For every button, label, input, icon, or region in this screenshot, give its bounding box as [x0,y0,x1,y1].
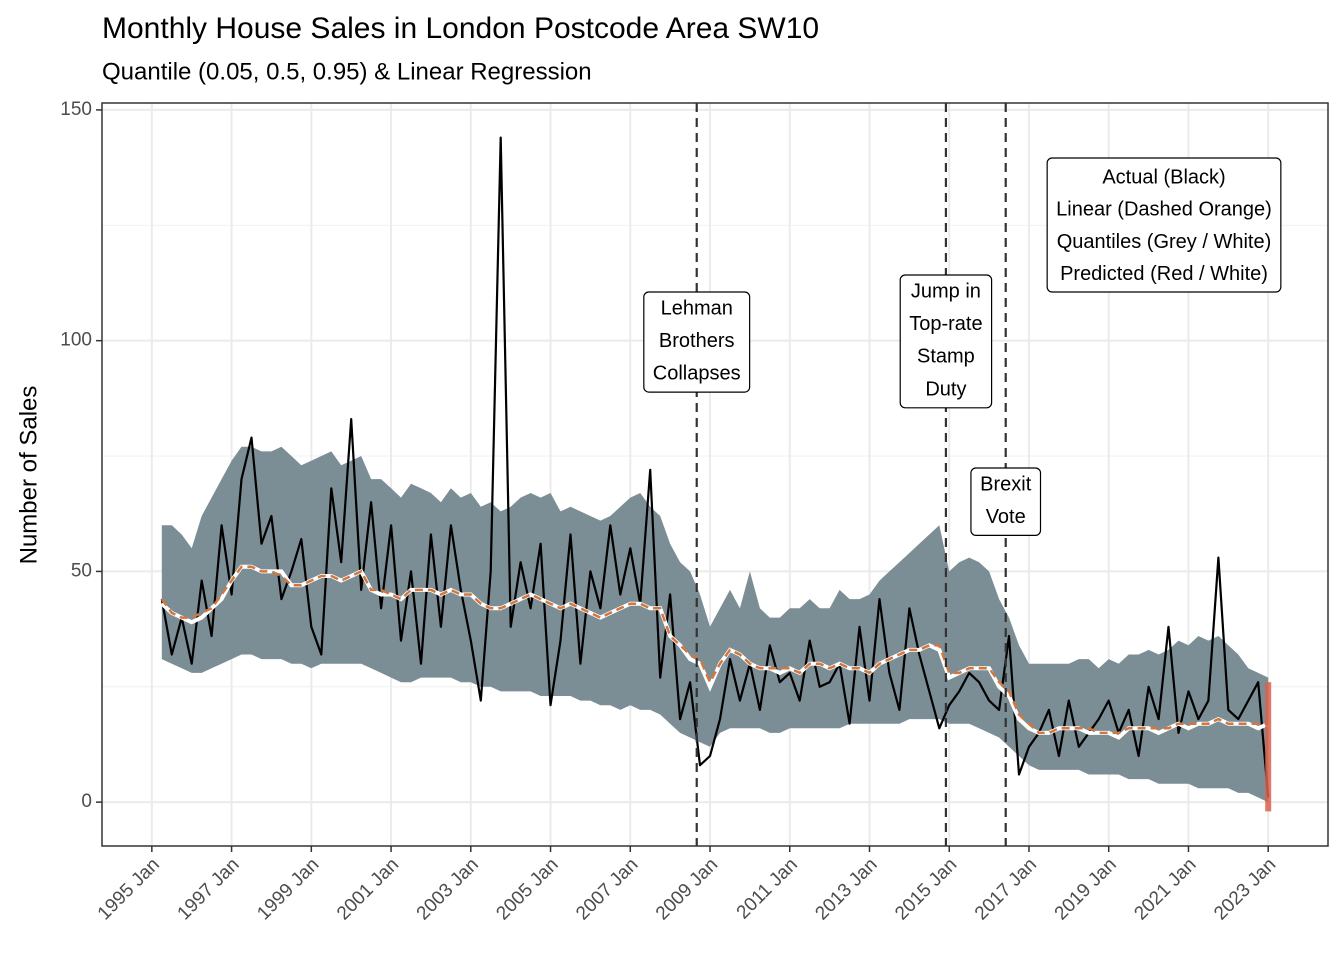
legend-box [1046,157,1282,293]
annotation-box [970,467,1042,537]
y-tick-label: 0 [81,791,92,812]
y-axis-label: Number of Sales [15,386,42,565]
event-annotation: Lehman Brothers Collapses [643,291,751,393]
x-tick-label: 2003 Jan [413,854,483,924]
annotation-box [643,291,751,393]
x-tick-label: 2021 Jan [1130,854,1200,924]
event-annotation: Brexit Vote [970,467,1042,537]
y-tick-label: 100 [60,330,92,351]
annotation-text: Collapses [653,363,741,385]
annotation-text: Jump in [911,280,981,302]
x-tick-label: 2001 Jan [333,854,403,924]
annotation-text: Lehman [661,297,733,319]
legend-entry: Actual (Black) [1102,166,1225,188]
x-tick-label: 2009 Jan [652,854,722,924]
event-annotation: Jump in Top-rate Stamp Duty [899,274,993,409]
annotation-text: Brothers [659,330,735,352]
x-tick-label: 2007 Jan [572,854,642,924]
prediction-band [1265,682,1272,812]
x-tick-label: 2015 Jan [891,854,961,924]
annotation-text: Duty [925,378,966,400]
legend-entry: Quantiles (Grey / White) [1057,231,1272,253]
annotation-text: Top-rate [909,313,982,335]
x-tick-label: 2005 Jan [492,854,562,924]
legend-entry: Linear (Dashed Orange) [1056,199,1272,221]
linear-line [160,565,1269,735]
x-tick-label: 2019 Jan [1051,854,1121,924]
y-tick-label: 150 [60,99,92,120]
x-tick-label: 1999 Jan [253,854,323,924]
x-tick-label: 2011 Jan [733,854,802,923]
quantile-band [161,446,1269,803]
actual-line [160,136,1270,798]
chart-subtitle: Quantile (0.05, 0.5, 0.95) & Linear Regr… [102,58,592,85]
x-tick-label: 2023 Jan [1210,854,1280,924]
annotation-text: Stamp [917,346,975,368]
annotation-text: Vote [986,506,1026,528]
chart-title: Monthly House Sales in London Postcode A… [102,12,819,45]
x-tick-label: 1997 Jan [174,854,244,924]
legend-entry: Predicted (Red / White) [1060,263,1268,285]
x-tick-label: 2017 Jan [971,854,1041,924]
panel-border [101,102,1329,847]
y-tick-label: 50 [71,560,92,581]
legend: Actual (Black) Linear (Dashed Orange) Quan… [1046,157,1282,293]
x-tick-label: 2013 Jan [811,854,881,924]
annotation-text: Brexit [980,473,1032,495]
x-tick-label: 1995 Jan [94,854,164,924]
annotation-box [899,274,993,409]
